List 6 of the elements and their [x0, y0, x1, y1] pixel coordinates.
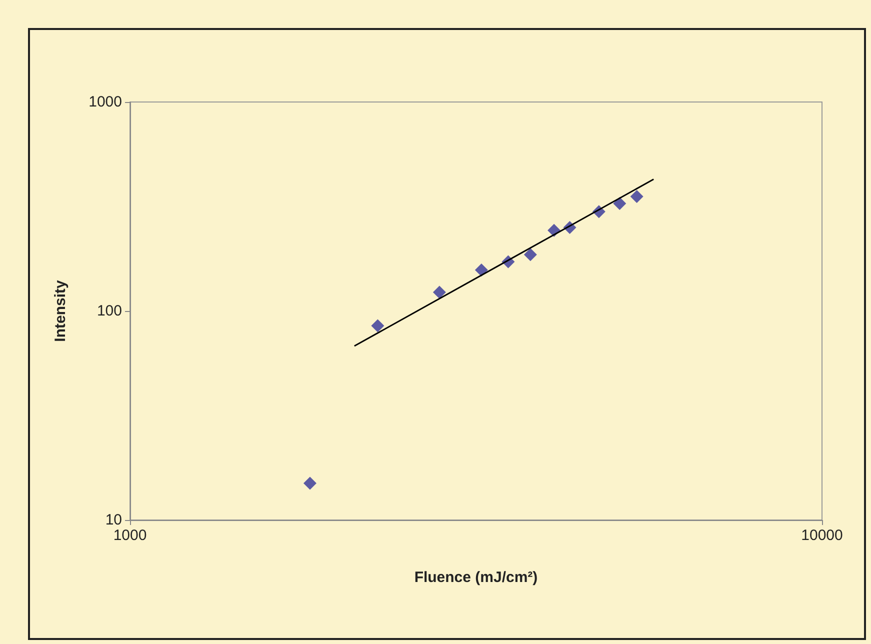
- y-tick-label: 1000: [88, 94, 122, 110]
- y-tick-label: 100: [96, 302, 122, 320]
- x-axis-title: Fluence (mJ/cm²): [414, 569, 538, 586]
- y-axis-title: Intensity: [52, 280, 69, 342]
- y-tick-label: 10: [105, 512, 122, 528]
- x-tick-label: 10000: [801, 527, 843, 544]
